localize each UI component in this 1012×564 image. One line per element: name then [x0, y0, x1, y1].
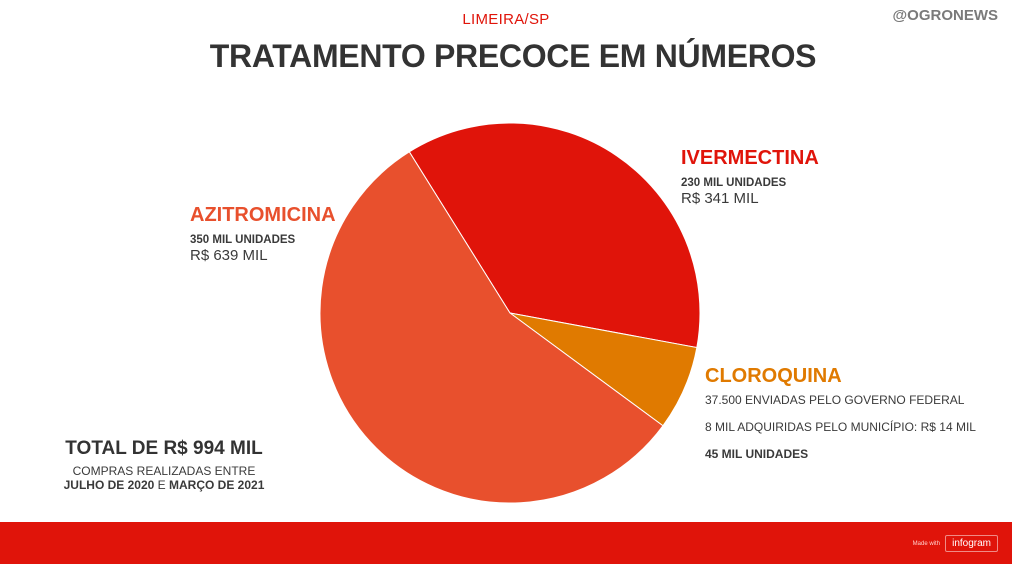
author-handle: @OGRONEWS — [892, 7, 998, 24]
period-to: MARÇO DE 2021 — [169, 478, 265, 492]
label-cloroquina: CLOROQUINA 37.500 ENVIADAS PELO GOVERNO … — [705, 364, 976, 462]
label-ivermectina: IVERMECTINA 230 MIL UNIDADES R$ 341 MIL — [681, 146, 819, 207]
label-azitromicina: AZITROMICINA 350 MIL UNIDADES R$ 639 MIL — [190, 203, 336, 264]
period-note: COMPRAS REALIZADAS ENTRE JULHO DE 2020 E… — [58, 464, 270, 492]
azitromicina-name: AZITROMICINA — [190, 204, 336, 226]
ivermectina-units: 230 MIL UNIDADES — [681, 177, 787, 189]
azitromicina-value: R$ 639 MIL — [190, 247, 268, 264]
ivermectina-value: R$ 341 MIL — [681, 190, 759, 207]
period-conj: E — [157, 478, 166, 492]
footer-bar: Made with infogram — [0, 522, 1012, 564]
cloroquina-line2: 8 MIL ADQUIRIDAS PELO MUNICÍPIO: R$ 14 M… — [705, 420, 976, 434]
period-note-line2: JULHO DE 2020 E MARÇO DE 2021 — [58, 478, 270, 492]
made-with-text: Made with — [912, 541, 940, 547]
chart-title: TRATAMENTO PRECOCE EM NÚMEROS — [209, 38, 817, 74]
cloroquina-line1: 37.500 ENVIADAS PELO GOVERNO FEDERAL — [705, 393, 965, 407]
infogram-logo[interactable]: infogram — [945, 535, 998, 552]
pie-slice-azitromicina — [319, 151, 664, 504]
ivermectina-name: IVERMECTINA — [681, 147, 819, 169]
period-note-line1: COMPRAS REALIZADAS ENTRE — [72, 464, 256, 478]
period-from: JULHO DE 2020 — [63, 478, 155, 492]
pie-slice-ivermectina — [408, 122, 701, 349]
chart-subtitle: LIMEIRA/SP — [462, 11, 550, 28]
cloroquina-name: CLOROQUINA — [705, 365, 842, 387]
total-block: TOTAL DE R$ 994 MIL COMPRAS REALIZADAS E… — [58, 438, 270, 492]
azitromicina-units: 350 MIL UNIDADES — [190, 234, 296, 246]
cloroquina-line3: 45 MIL UNIDADES — [705, 447, 809, 461]
total-value: TOTAL DE R$ 994 MIL — [65, 438, 263, 459]
